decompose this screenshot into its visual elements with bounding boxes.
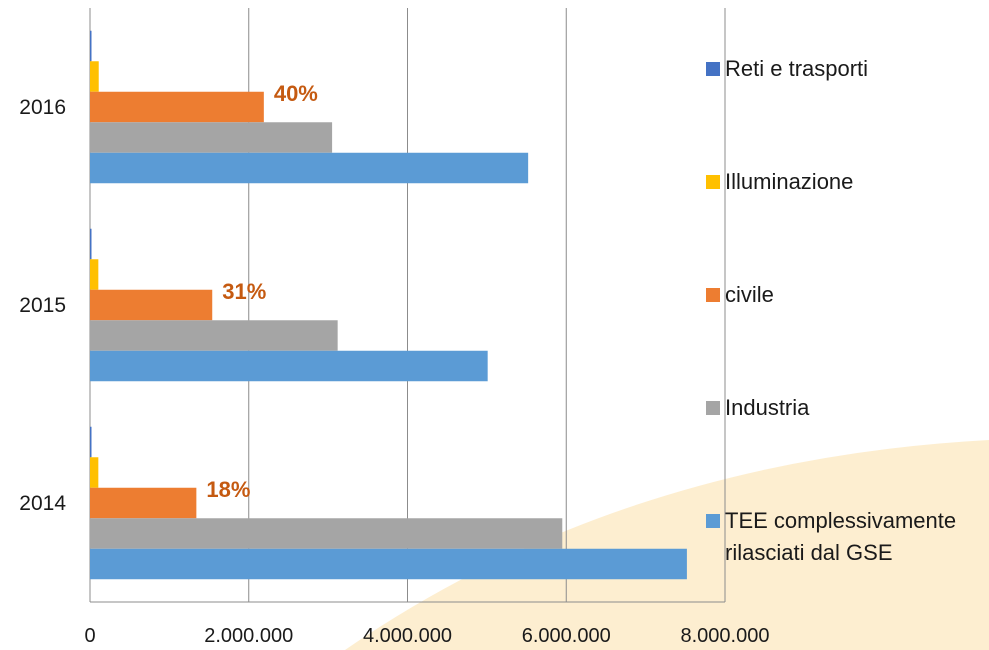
bar — [90, 548, 687, 580]
bar — [90, 289, 213, 321]
legend-label: Reti e trasporti — [725, 56, 868, 81]
legend-swatch — [706, 288, 720, 302]
y-category-label: 2016 — [19, 96, 66, 119]
x-tick-label: 2.000.000 — [204, 625, 293, 647]
bar — [90, 91, 264, 123]
bar — [90, 457, 99, 488]
bar — [90, 30, 92, 62]
bar — [90, 426, 92, 458]
legend-label: Industria — [725, 395, 810, 420]
bar — [90, 350, 488, 382]
y-category-label: 2014 — [19, 492, 66, 515]
bar — [90, 122, 333, 153]
legend-label: Illuminazione — [725, 169, 853, 194]
bar — [90, 487, 197, 519]
x-tick-label: 0 — [84, 625, 95, 647]
legend-label: civile — [725, 282, 774, 307]
legend-swatch — [706, 514, 720, 528]
data-label: 31% — [222, 279, 266, 304]
bar — [90, 228, 92, 260]
y-category-label: 2015 — [19, 294, 66, 317]
data-label: 40% — [274, 81, 318, 106]
bars — [90, 30, 687, 580]
bar — [90, 320, 338, 351]
legend-swatch — [706, 175, 720, 189]
labels: 0 2.000.000 4.000.000 6.000.000 8.000.000 201… — [19, 81, 769, 647]
legend-swatch — [706, 62, 720, 76]
x-tick-label: 8.000.000 — [681, 625, 770, 647]
data-label: 18% — [206, 477, 250, 502]
background-decoration — [345, 440, 989, 650]
legend: Reti e trasporti Illuminazione civile Indus… — [706, 56, 956, 565]
bar — [90, 61, 99, 92]
x-tick-label: 6.000.000 — [522, 625, 611, 647]
legend-swatch — [706, 401, 720, 415]
bar — [90, 518, 563, 549]
x-tick-label: 4.000.000 — [363, 625, 452, 647]
legend-label: TEE complessivamente rilasciati dal GSE — [725, 508, 956, 565]
bar — [90, 152, 529, 184]
bar — [90, 259, 99, 290]
